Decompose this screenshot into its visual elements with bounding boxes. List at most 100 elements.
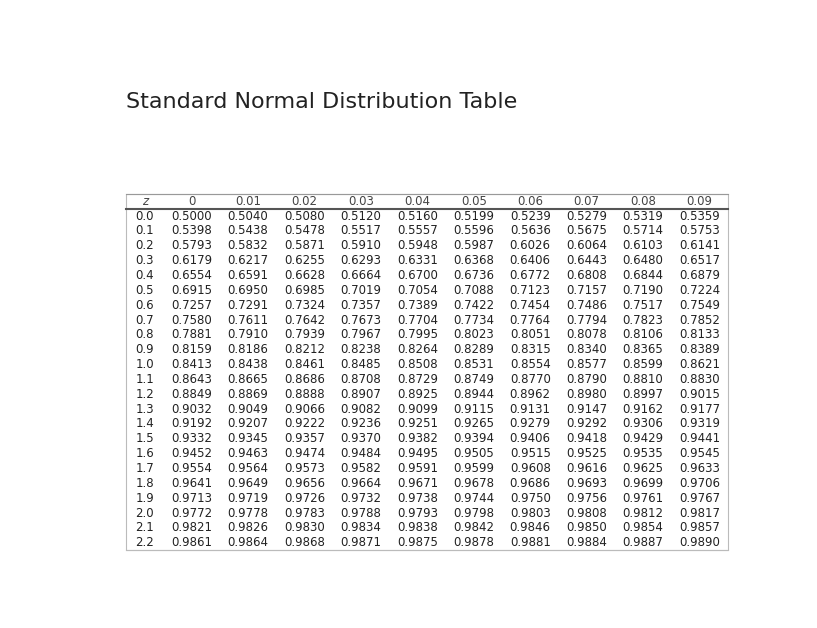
Text: 0.5753: 0.5753 <box>679 224 720 237</box>
Text: 0.9515: 0.9515 <box>510 447 551 460</box>
Text: 0.9236: 0.9236 <box>341 418 382 431</box>
Text: 0.8980: 0.8980 <box>566 388 607 401</box>
Text: 0.9131: 0.9131 <box>510 403 551 416</box>
Text: 0.9772: 0.9772 <box>171 507 212 519</box>
Text: 0.8159: 0.8159 <box>172 344 212 356</box>
Text: 0.7549: 0.7549 <box>679 299 720 311</box>
Text: 0.7190: 0.7190 <box>623 284 663 297</box>
Text: 0.7580: 0.7580 <box>172 313 212 327</box>
Text: 0.9878: 0.9878 <box>453 536 494 550</box>
Text: 0.7123: 0.7123 <box>510 284 551 297</box>
Text: 0.9279: 0.9279 <box>510 418 551 431</box>
Text: 0.9015: 0.9015 <box>679 388 720 401</box>
Text: 0.4: 0.4 <box>136 269 154 282</box>
Text: 1.1: 1.1 <box>136 373 154 386</box>
Text: 1.9: 1.9 <box>136 492 154 505</box>
Text: 0.9817: 0.9817 <box>679 507 720 519</box>
Text: 0.5517: 0.5517 <box>341 224 382 237</box>
Text: 0.02: 0.02 <box>292 195 318 208</box>
Text: 0.01: 0.01 <box>235 195 261 208</box>
Text: 0.8907: 0.8907 <box>341 388 382 401</box>
Text: 0.6103: 0.6103 <box>623 239 663 252</box>
Text: 0.9032: 0.9032 <box>172 403 212 416</box>
Text: 0.6950: 0.6950 <box>228 284 269 297</box>
Text: 0.6985: 0.6985 <box>284 284 325 297</box>
Text: 0.8770: 0.8770 <box>510 373 551 386</box>
Text: 0.7454: 0.7454 <box>510 299 551 311</box>
Text: 0.8621: 0.8621 <box>679 358 720 371</box>
Text: 0.9292: 0.9292 <box>566 418 607 431</box>
Text: 0.7910: 0.7910 <box>228 328 269 342</box>
Text: 0.9463: 0.9463 <box>228 447 269 460</box>
Text: 0.9616: 0.9616 <box>566 462 607 475</box>
Text: 0.9838: 0.9838 <box>397 521 438 534</box>
Text: 0.9357: 0.9357 <box>284 432 325 445</box>
Text: 0.5319: 0.5319 <box>623 210 663 222</box>
Text: 0.8599: 0.8599 <box>623 358 663 371</box>
Text: 0.9842: 0.9842 <box>453 521 494 534</box>
Text: 0.1: 0.1 <box>136 224 154 237</box>
Text: 0.7324: 0.7324 <box>284 299 325 311</box>
Text: 0.9738: 0.9738 <box>397 492 438 505</box>
Text: 0.9783: 0.9783 <box>284 507 325 519</box>
Text: 0.9049: 0.9049 <box>228 403 269 416</box>
Text: 0.6: 0.6 <box>136 299 154 311</box>
Text: 0.8289: 0.8289 <box>453 344 494 356</box>
Text: 0.8643: 0.8643 <box>172 373 212 386</box>
Text: 0.9452: 0.9452 <box>172 447 212 460</box>
Text: 0.5160: 0.5160 <box>397 210 438 222</box>
Text: 0.6591: 0.6591 <box>228 269 269 282</box>
Text: 0.9319: 0.9319 <box>679 418 720 431</box>
Text: 0.8997: 0.8997 <box>623 388 663 401</box>
Text: 0.5199: 0.5199 <box>453 210 494 222</box>
Text: 0.9535: 0.9535 <box>623 447 663 460</box>
Text: 0.6736: 0.6736 <box>453 269 494 282</box>
Text: 0.9713: 0.9713 <box>172 492 212 505</box>
Text: 0.9884: 0.9884 <box>566 536 607 550</box>
Text: 0.8810: 0.8810 <box>623 373 663 386</box>
Text: 0.5675: 0.5675 <box>566 224 607 237</box>
Text: 0.9625: 0.9625 <box>623 462 663 475</box>
Text: 0.9345: 0.9345 <box>228 432 269 445</box>
Text: 0.9887: 0.9887 <box>623 536 663 550</box>
Text: 0.6406: 0.6406 <box>510 254 551 267</box>
Text: 0.9222: 0.9222 <box>284 418 325 431</box>
Text: 0.9649: 0.9649 <box>228 477 269 490</box>
Text: 0.9875: 0.9875 <box>397 536 438 550</box>
Text: 0.9505: 0.9505 <box>453 447 494 460</box>
Text: 0.5000: 0.5000 <box>172 210 212 222</box>
Text: 0.9664: 0.9664 <box>341 477 382 490</box>
Text: 0.9890: 0.9890 <box>679 536 720 550</box>
Text: 0.6700: 0.6700 <box>397 269 438 282</box>
Text: 0.9591: 0.9591 <box>397 462 438 475</box>
Text: 0.8264: 0.8264 <box>397 344 438 356</box>
Text: 0.3: 0.3 <box>136 254 154 267</box>
Text: 0.6879: 0.6879 <box>679 269 720 282</box>
Text: 0.8686: 0.8686 <box>284 373 325 386</box>
Text: 0.6141: 0.6141 <box>679 239 720 252</box>
Text: 0.8790: 0.8790 <box>566 373 607 386</box>
Text: 0.7389: 0.7389 <box>397 299 438 311</box>
Text: 0.9881: 0.9881 <box>510 536 551 550</box>
Text: 0.8749: 0.8749 <box>453 373 494 386</box>
Text: 0.9803: 0.9803 <box>510 507 551 519</box>
Text: 0.8849: 0.8849 <box>172 388 212 401</box>
Text: 0.6217: 0.6217 <box>228 254 269 267</box>
Text: 0.7517: 0.7517 <box>623 299 663 311</box>
Text: 0.9821: 0.9821 <box>172 521 212 534</box>
Text: 0.9861: 0.9861 <box>172 536 212 550</box>
Text: 0.7019: 0.7019 <box>341 284 382 297</box>
Text: 0.5080: 0.5080 <box>284 210 325 222</box>
Text: 0.8365: 0.8365 <box>623 344 663 356</box>
Text: 0.5793: 0.5793 <box>172 239 212 252</box>
Text: 0.9857: 0.9857 <box>679 521 720 534</box>
Text: 0.7881: 0.7881 <box>172 328 212 342</box>
Text: 0.9525: 0.9525 <box>566 447 607 460</box>
Text: 0.7257: 0.7257 <box>172 299 212 311</box>
Text: 0.9656: 0.9656 <box>284 477 325 490</box>
Text: 0.8315: 0.8315 <box>510 344 551 356</box>
Text: 0.7642: 0.7642 <box>284 313 325 327</box>
Text: 0.9732: 0.9732 <box>341 492 382 505</box>
Text: 0.8: 0.8 <box>136 328 154 342</box>
Text: 0.7357: 0.7357 <box>341 299 382 311</box>
